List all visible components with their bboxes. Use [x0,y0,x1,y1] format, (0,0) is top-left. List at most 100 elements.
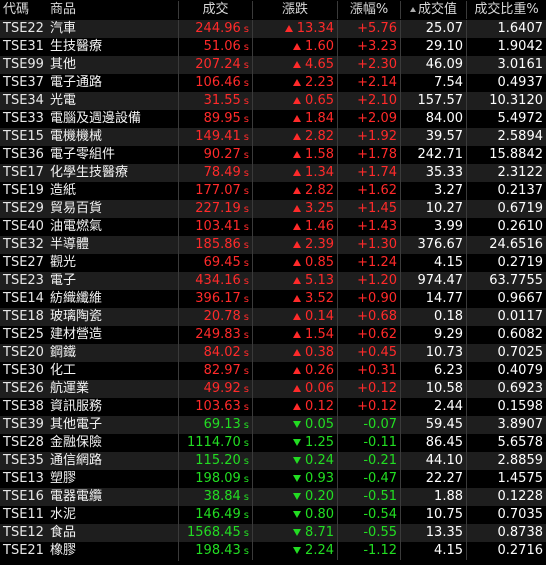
table-row[interactable]: TSE37 電子通路 106.46 s 2.23 +2.14 7.54 0.4937 [0,73,546,93]
price-value: 177.07 [195,182,241,198]
table-row[interactable]: TSE40 油電燃氣 103.41 s 1.46 +1.43 3.99 0.2610 [0,217,546,237]
table-row[interactable]: TSE31 生技醫療 51.06 s 1.60 +3.23 29.10 1.9042 [0,37,546,57]
pct-cell: +1.30 [337,236,400,254]
ratio-cell: 0.4937 [466,74,546,92]
table-row[interactable]: TSE32 半導體 185.86 s 2.39 +1.30 376.67 24.6516 [0,235,546,255]
table-row[interactable]: TSE12 食品 1568.45 s 8.71 -0.55 13.35 0.8738 [0,523,546,543]
name-cell: 半導體 [50,237,90,252]
column-header-pct[interactable]: 漲幅% [337,1,400,19]
change-cell: 0.65 [252,92,337,110]
table-row[interactable]: TSE16 電器電纜 38.84 s 0.20 -0.51 1.88 0.1228 [0,487,546,507]
triangle-down-icon [293,457,302,464]
table-row[interactable]: TSE38 資訊服務 103.63 s 0.12 +0.12 2.44 0.1598 [0,397,546,417]
code-cell: TSE26 [3,381,44,396]
triangle-up-icon [293,277,302,284]
sort-ascending-icon [409,7,416,12]
triangle-up-icon [293,295,302,302]
ratio-cell: 24.6516 [466,236,546,254]
name-cell: 紡織纖維 [50,291,103,306]
price-value: 84.02 [203,344,241,360]
table-row[interactable]: TSE39 其他電子 69.13 s 0.05 -0.07 59.45 3.8907 [0,415,546,435]
change-cell: 0.14 [252,308,337,326]
table-row[interactable]: TSE15 電機機械 149.41 s 2.82 +1.92 39.57 2.5894 [0,127,546,147]
table-row[interactable]: TSE36 電子零組件 90.27 s 1.58 +1.78 242.71 15.8842 [0,145,546,165]
table-row[interactable]: TSE17 化學生技醫療 78.49 s 1.34 +1.74 35.33 2.3122 [0,163,546,183]
column-header-volume[interactable]: 成交值 [400,1,466,19]
change-value: 2.82 [305,129,334,144]
table-row[interactable]: TSE13 塑膠 198.09 s 0.93 -0.47 22.27 1.4575 [0,469,546,489]
volume-cell: 157.57 [400,92,466,110]
name-cell: 電機機械 [50,129,103,144]
price-cell: 84.02 s [178,343,252,363]
change-value: 0.24 [305,453,334,468]
name-cell: 生技醫療 [50,39,103,54]
price-value: 149.41 [195,128,241,144]
name-cell: 其他電子 [50,417,103,432]
table-row[interactable]: TSE29 貿易百貨 227.19 s 3.25 +1.45 10.27 0.6719 [0,199,546,219]
triangle-up-icon [293,151,302,158]
table-row[interactable]: TSE35 通信網路 115.20 s 0.24 -0.21 44.10 2.8859 [0,451,546,471]
ratio-cell: 0.9667 [466,290,546,308]
ratio-cell: 0.7035 [466,506,546,524]
table-row[interactable]: TSE34 光電 31.55 s 0.65 +2.10 157.57 10.3120 [0,91,546,111]
code-cell: TSE99 [3,57,44,72]
code-cell: TSE29 [3,201,44,216]
column-header-code[interactable]: 代碼 [3,2,30,17]
table-row[interactable]: TSE22 汽車 244.96 s 13.34 +5.76 25.07 1.6407 [0,19,546,39]
volume-cell: 14.77 [400,290,466,308]
name-cell: 貿易百貨 [50,201,103,216]
code-cell: TSE18 [3,309,44,324]
table-row[interactable]: TSE19 造紙 177.07 s 2.82 +1.62 3.27 0.2137 [0,181,546,201]
price-cell: 20.78 s [178,307,252,327]
column-header-change[interactable]: 漲跌 [252,1,337,19]
name-cell: 汽車 [50,21,77,36]
pct-cell: +0.12 [337,380,400,398]
code-cell: TSE19 [3,183,44,198]
code-cell: TSE27 [3,255,44,270]
table-row[interactable]: TSE30 化工 82.97 s 0.26 +0.31 6.23 0.4079 [0,361,546,381]
price-suffix: s [243,167,249,179]
ratio-cell: 2.5894 [466,128,546,146]
column-header-ratio[interactable]: 成交比重% [466,1,546,19]
price-suffix: s [243,41,249,53]
price-value: 78.49 [203,164,241,180]
name-cell: 其他 [50,57,77,72]
table-row[interactable]: TSE28 金融保險 1114.70 s 1.25 -0.11 86.45 5.6578 [0,433,546,453]
change-cell: 8.71 [252,524,337,542]
table-row[interactable]: TSE14 紡織纖維 396.17 s 3.52 +0.90 14.77 0.9667 [0,289,546,309]
table-row[interactable]: TSE99 其他 207.24 s 4.65 +2.30 46.09 3.0161 [0,55,546,75]
price-suffix: s [243,311,249,323]
table-row[interactable]: TSE20 鋼鐵 84.02 s 0.38 +0.45 10.73 0.7025 [0,343,546,363]
table-row[interactable]: TSE26 航運業 49.92 s 0.06 +0.12 10.58 0.6923 [0,379,546,399]
volume-cell: 86.45 [400,434,466,452]
change-value: 2.39 [305,237,334,252]
column-header-price[interactable]: 成交 [178,1,252,19]
change-value: 1.84 [305,111,334,126]
change-value: 1.54 [305,327,334,342]
volume-cell: 974.47 [400,272,466,290]
volume-cell: 10.27 [400,200,466,218]
pct-cell: +1.78 [337,146,400,164]
change-cell: 2.82 [252,182,337,200]
triangle-up-icon [293,367,302,374]
table-row[interactable]: TSE33 電腦及週邊設備 89.95 s 1.84 +2.09 84.00 5.4972 [0,109,546,129]
table-row[interactable]: TSE23 電子 434.16 s 5.13 +1.20 974.47 63.7755 [0,271,546,291]
table-row[interactable]: TSE25 建材營造 249.83 s 1.54 +0.62 9.29 0.6082 [0,325,546,345]
code-cell: TSE34 [3,93,44,108]
price-value: 185.86 [195,236,241,252]
table-row[interactable]: TSE21 橡膠 198.43 s 2.24 -1.12 4.15 0.2716 [0,541,546,561]
change-value: 13.34 [296,21,334,36]
pct-cell: -0.47 [337,470,400,488]
table-row[interactable]: TSE27 觀光 69.45 s 0.85 +1.24 4.15 0.2719 [0,253,546,273]
price-value: 227.19 [195,200,241,216]
price-suffix: s [243,185,249,197]
name-cell: 建材營造 [50,327,103,342]
table-row[interactable]: TSE18 玻璃陶瓷 20.78 s 0.14 +0.68 0.18 0.0117 [0,307,546,327]
code-cell: TSE36 [3,147,44,162]
ratio-cell: 0.6923 [466,380,546,398]
triangle-down-icon [293,493,302,500]
table-row[interactable]: TSE11 水泥 146.49 s 0.80 -0.54 10.75 0.7035 [0,505,546,525]
pct-cell: -1.12 [337,542,400,560]
column-header-name[interactable]: 商品 [50,2,77,17]
code-cell: TSE37 [3,75,44,90]
